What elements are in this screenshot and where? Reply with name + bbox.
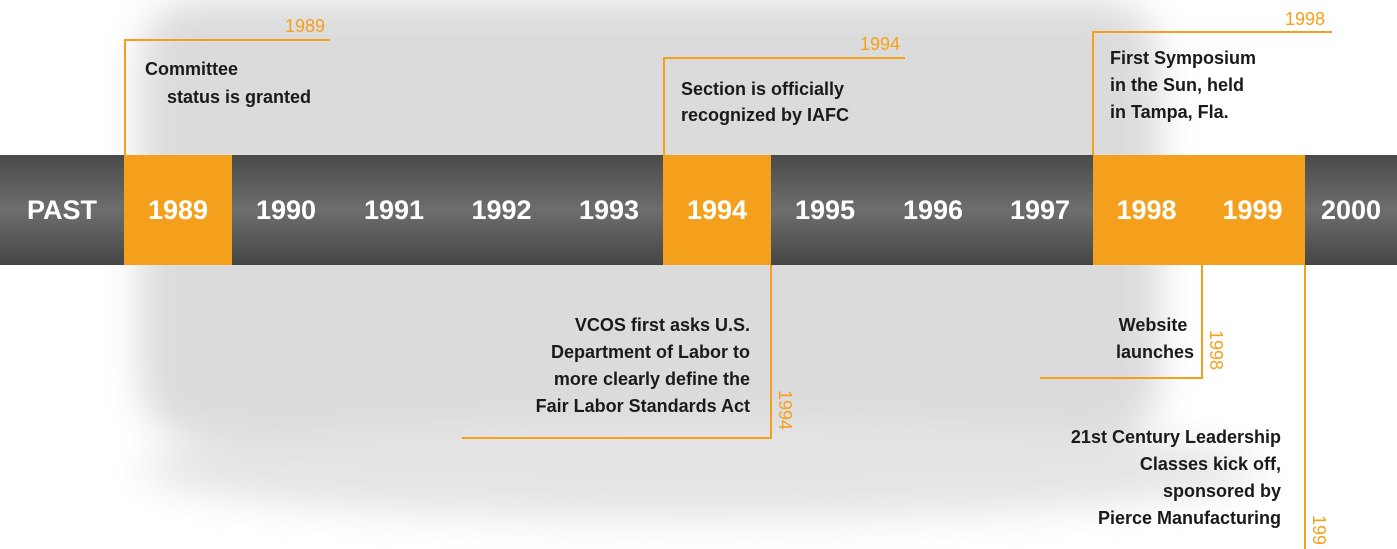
event-text: Classes kick off, xyxy=(1140,454,1281,474)
year-tag: 1998 xyxy=(1206,330,1226,370)
event-text: Committee xyxy=(145,59,238,79)
year-label: PAST xyxy=(27,195,98,225)
event-text: First Symposium xyxy=(1110,48,1256,68)
year-label: 1993 xyxy=(579,195,639,225)
event-text: Pierce Manufacturing xyxy=(1098,508,1281,528)
year-label: 1995 xyxy=(795,195,855,225)
year-label: 1990 xyxy=(256,195,316,225)
year-label: 1994 xyxy=(687,195,747,225)
year-tag: 1998 xyxy=(1285,9,1325,29)
event-text: Website xyxy=(1119,315,1188,335)
year-label: 1997 xyxy=(1010,195,1070,225)
event-text: sponsored by xyxy=(1163,481,1281,501)
event-text: recognized by IAFC xyxy=(681,105,849,125)
year-tag: 1989 xyxy=(285,16,325,36)
year-tag: 1994 xyxy=(860,34,900,54)
year-label: 1989 xyxy=(148,195,208,225)
year-tag: 1994 xyxy=(775,390,795,430)
event-text: Fair Labor Standards Act xyxy=(536,396,750,416)
event-text: more clearly define the xyxy=(554,369,750,389)
event-text: Section is officially xyxy=(681,79,844,99)
event-text: launches xyxy=(1116,342,1194,362)
year-label: 1999 xyxy=(1222,195,1282,225)
event-text: in Tampa, Fla. xyxy=(1110,102,1229,122)
event-text: in the Sun, held xyxy=(1110,75,1244,95)
year-label: 2000 xyxy=(1321,195,1381,225)
year-tag: 199 xyxy=(1309,515,1329,545)
year-label: 1996 xyxy=(903,195,963,225)
year-label: 1992 xyxy=(471,195,531,225)
event-text: Department of Labor to xyxy=(551,342,750,362)
year-label: 1991 xyxy=(364,195,424,225)
year-label: 1998 xyxy=(1116,195,1176,225)
timeline-graphic: PAST 1989 1990 1991 1992 1993 1994 1995 1996 1997… xyxy=(0,0,1397,549)
event-text: VCOS first asks U.S. xyxy=(575,315,750,335)
event-text: 21st Century Leadership xyxy=(1071,427,1281,447)
event-text: status is granted xyxy=(167,87,311,107)
